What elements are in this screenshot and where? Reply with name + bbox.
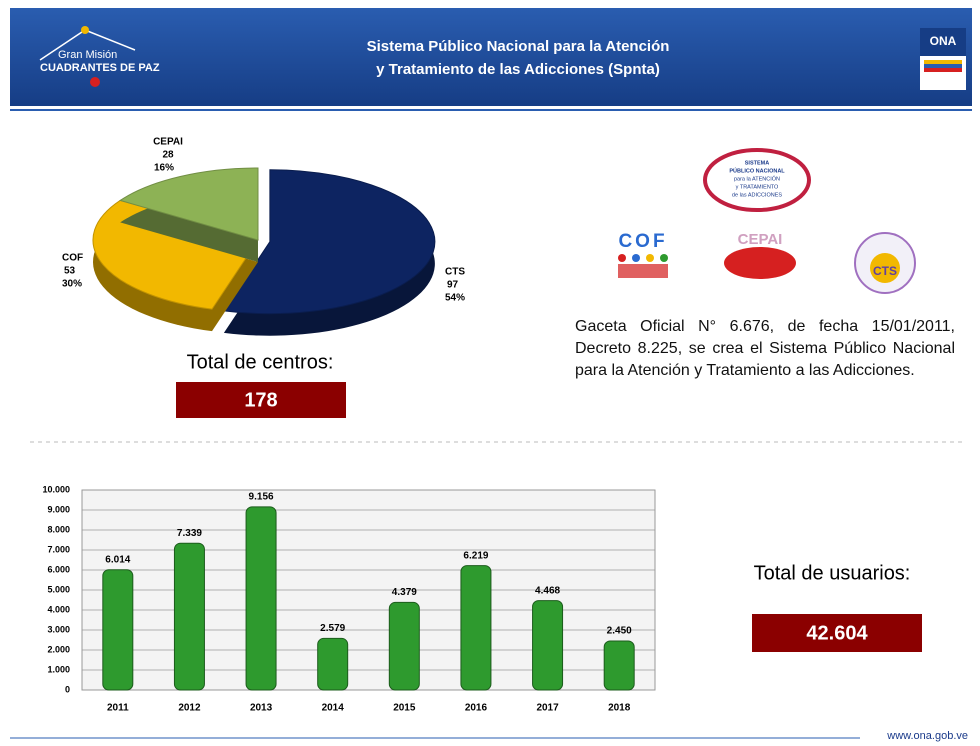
- y-tick-label: 9.000: [47, 504, 70, 514]
- flag: [924, 64, 962, 68]
- slice-value: 97: [447, 280, 459, 291]
- header-band: [10, 8, 972, 106]
- title-line: Sistema Público Nacional para la Atenció…: [367, 38, 670, 55]
- y-tick-label: 8.000: [47, 524, 70, 534]
- ona-text: ONA: [930, 34, 957, 48]
- slice-percent: 54%: [445, 293, 465, 304]
- value-label: 4.379: [392, 587, 417, 598]
- y-tick-label: 10.000: [42, 484, 70, 494]
- spnta-text: PÚBLICO NACIONAL: [729, 167, 785, 174]
- spnta-text: para la ATENCIÓN: [734, 175, 780, 182]
- slice: [119, 167, 259, 241]
- value-label: 4.468: [535, 585, 560, 596]
- x-tick-label: 2016: [465, 703, 488, 714]
- slice: [92, 199, 259, 310]
- cepai-logo: CEPAI: [738, 231, 783, 248]
- value-label: 2.579: [320, 623, 345, 634]
- value-label: 6.219: [463, 550, 488, 561]
- slice-value: 28: [162, 150, 174, 161]
- slice-label: CTS: [445, 267, 465, 278]
- slice-percent: 16%: [154, 163, 174, 174]
- x-tick-label: 2013: [250, 703, 273, 714]
- x-tick-label: 2017: [536, 703, 559, 714]
- logo-pin: [90, 77, 100, 87]
- y-tick-label: 1.000: [47, 664, 70, 674]
- y-tick-label: 3.000: [47, 624, 70, 634]
- spnta-text: SISTEMA: [745, 160, 769, 166]
- x-tick-label: 2018: [608, 703, 631, 714]
- y-tick-label: 6.000: [47, 564, 70, 574]
- bar: [245, 506, 277, 691]
- y-tick-label: 4.000: [47, 604, 70, 614]
- slice-percent: 30%: [62, 279, 82, 290]
- value-label: 6.014: [105, 554, 130, 565]
- y-tick-label: 2.000: [47, 644, 70, 654]
- flag: [924, 60, 962, 64]
- bar: [388, 601, 420, 691]
- logo-big: CUADRANTES DE PAZ: [40, 62, 160, 74]
- bar: [532, 600, 564, 691]
- x-tick-label: 2012: [178, 703, 201, 714]
- centros-label: Total de centros:: [187, 351, 334, 373]
- y-tick-label: 0: [65, 684, 70, 694]
- gaceta-text: Gaceta Oficial N° 6.676, de fecha 15/01/…: [575, 318, 955, 379]
- centros-box: [176, 382, 346, 418]
- bar: [460, 565, 492, 691]
- usuarios-label: Total de usuarios:: [754, 562, 911, 584]
- value-label: 7.339: [177, 528, 202, 539]
- spnta-text: de las ADICCIONES: [732, 192, 782, 198]
- bar: [173, 542, 205, 691]
- y-tick-label: 7.000: [47, 544, 70, 554]
- cepai-shape: [724, 247, 796, 279]
- cts-text: CTS: [873, 264, 897, 278]
- x-tick-label: 2014: [322, 703, 345, 714]
- bar: [102, 569, 134, 691]
- cof-figures: [618, 254, 668, 278]
- x-tick-label: 2015: [393, 703, 416, 714]
- slice-value: 53: [64, 266, 76, 277]
- spnta-text: y TRATAMIENTO: [736, 184, 779, 190]
- slice-label: COF: [62, 253, 83, 264]
- cof-logo: COF: [618, 231, 667, 252]
- value-label: 9.156: [249, 492, 274, 503]
- slice-label: CEPAI: [153, 137, 183, 148]
- ona-logo-top: [920, 28, 966, 56]
- flag: [924, 68, 962, 72]
- footer-url: www.ona.gob.ve: [886, 730, 968, 742]
- title-line: y Tratamiento de las Adicciones (Spnta): [376, 61, 660, 78]
- x-tick-label: 2011: [107, 703, 129, 714]
- bar: [317, 637, 349, 691]
- value-label: 2.450: [607, 626, 632, 637]
- logo-dot: [81, 26, 89, 34]
- bar: [603, 640, 635, 691]
- slice: [223, 169, 436, 315]
- usuarios-box: [752, 614, 922, 652]
- y-tick-label: 5.000: [47, 584, 70, 594]
- spnta-logo: [703, 148, 811, 212]
- centros-total: 178: [244, 389, 277, 411]
- usuarios-total: 42.604: [806, 622, 868, 644]
- logo-small: Gran Misión: [58, 49, 117, 61]
- cts-sun: [870, 253, 900, 283]
